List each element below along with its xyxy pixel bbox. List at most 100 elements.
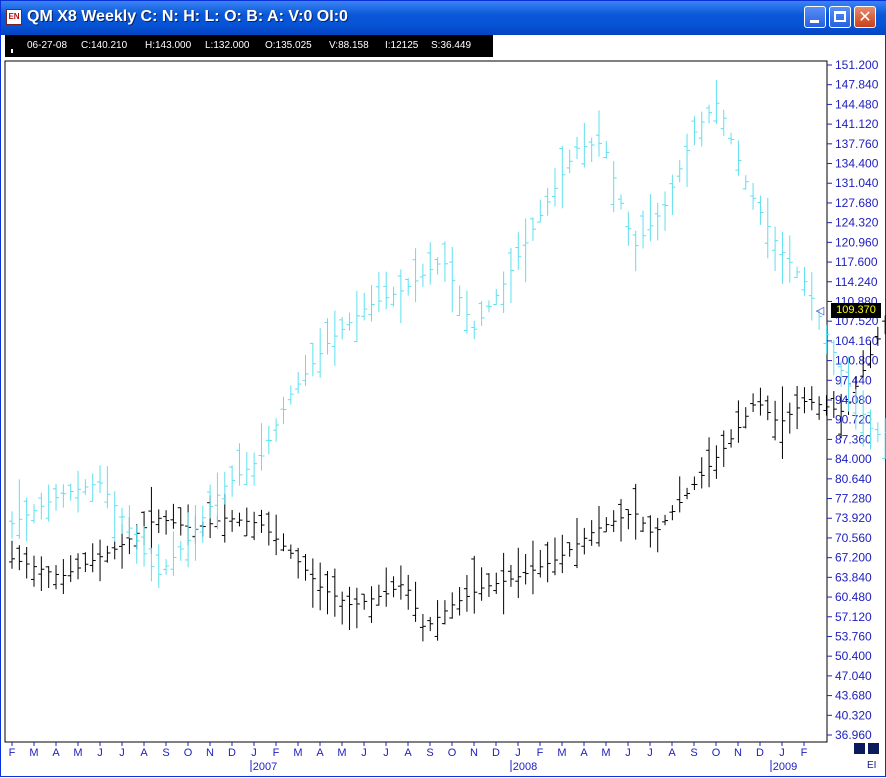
- maximize-button[interactable]: [829, 6, 851, 28]
- x-tick-label: M: [29, 747, 38, 759]
- y-tick-label: 131.040: [835, 176, 879, 190]
- x-tick-label: N: [734, 747, 742, 759]
- data-bar-interest: I:12125: [385, 40, 419, 51]
- price-readout: 109.370: [831, 303, 881, 318]
- x-tick-label: M: [293, 747, 302, 759]
- y-tick-label: 90.720: [835, 413, 872, 427]
- y-tick-label: 40.320: [835, 708, 872, 722]
- x-tick-label: N: [206, 747, 214, 759]
- x-year-label: 2009: [773, 761, 797, 773]
- y-tick-label: 73.920: [835, 511, 872, 525]
- y-tick-label: 97.440: [835, 373, 872, 387]
- x-tick-label: F: [537, 747, 544, 759]
- minimize-button[interactable]: [804, 6, 826, 28]
- x-tick-label: J: [647, 747, 653, 759]
- x-tick-label: A: [52, 747, 60, 759]
- x-tick-label: J: [97, 747, 103, 759]
- panel-toggle-icon-right[interactable]: [868, 743, 879, 754]
- close-icon: ✕: [858, 7, 872, 26]
- x-tick-label: J: [119, 747, 125, 759]
- app-icon[interactable]: EN: [6, 9, 22, 25]
- y-tick-label: 100.800: [835, 354, 879, 368]
- x-year-label: 2008: [513, 761, 537, 773]
- y-tick-label: 117.600: [835, 255, 878, 269]
- panel-toggle-icon-left[interactable]: [854, 743, 865, 754]
- x-tick-label: S: [162, 747, 169, 759]
- x-tick-label: F: [9, 747, 16, 759]
- x-tick-label: J: [361, 747, 367, 759]
- y-tick-label: 127.680: [835, 196, 879, 210]
- data-bar-volume: V:88.158: [329, 40, 369, 51]
- y-tick-label: 141.120: [835, 117, 879, 131]
- maximize-icon: [834, 11, 846, 22]
- y-tick-label: 36.960: [835, 728, 872, 742]
- x-tick-label: O: [448, 747, 457, 759]
- x-tick-label: J: [251, 747, 257, 759]
- data-bar-date: 06-27-08: [27, 40, 68, 51]
- data-bar: 06-27-08 C:140.210 H:143.000 L:132.000 O…: [5, 35, 493, 57]
- y-tick-label: 137.760: [835, 137, 879, 151]
- y-tick-label: 114.240: [835, 275, 878, 289]
- x-tick-label: A: [668, 747, 676, 759]
- y-tick-label: 57.120: [835, 610, 872, 624]
- x-tick-label: D: [228, 747, 236, 759]
- y-tick-label: 47.040: [835, 669, 872, 683]
- x-tick-label: F: [801, 747, 808, 759]
- x-tick-label: J: [515, 747, 521, 759]
- x-tick-label: J: [625, 747, 631, 759]
- data-bar-s-value: S:36.449: [431, 40, 472, 51]
- close-button[interactable]: ✕: [854, 6, 876, 28]
- y-tick-label: 50.400: [835, 649, 872, 663]
- y-tick-label: 77.280: [835, 492, 872, 506]
- y-tick-label: 151.200: [835, 58, 879, 72]
- window-title: QM X8 Weekly C: N: H: L: O: B: A: V:0 OI…: [27, 8, 348, 25]
- x-tick-label: S: [690, 747, 697, 759]
- x-tick-label: O: [184, 747, 193, 759]
- y-tick-label: 144.480: [835, 97, 879, 111]
- y-tick-label: 53.760: [835, 629, 872, 643]
- x-tick-label: A: [140, 747, 148, 759]
- x-tick-label: J: [779, 747, 785, 759]
- y-tick-label: 80.640: [835, 472, 872, 486]
- x-tick-label: M: [557, 747, 566, 759]
- y-tick-label: 67.200: [835, 551, 872, 565]
- x-tick-label: A: [580, 747, 588, 759]
- y-tick-label: 70.560: [835, 531, 872, 545]
- y-tick-label: 104.160: [835, 334, 879, 348]
- x-tick-label: M: [601, 747, 610, 759]
- y-tick-label: 60.480: [835, 590, 872, 604]
- minimize-icon: [810, 20, 819, 23]
- y-tick-label: 63.840: [835, 570, 872, 584]
- y-tick-label: 134.400: [835, 157, 879, 171]
- x-tick-label: S: [426, 747, 433, 759]
- data-bar-close: C:140.210: [81, 40, 128, 51]
- y-tick-label: 120.960: [835, 235, 879, 249]
- x-tick-label: M: [337, 747, 346, 759]
- price-chart[interactable]: 151.200 147.840 144.480 141.120 137.760 134.4…: [1, 57, 886, 778]
- price-pointer-icon: ◁: [815, 304, 825, 317]
- y-tick-label: 147.840: [835, 78, 879, 92]
- x-tick-label: A: [316, 747, 324, 759]
- corner-label: EI: [867, 760, 877, 771]
- data-bar-low: L:132.000: [205, 40, 250, 51]
- x-tick-label: A: [404, 747, 412, 759]
- data-bar-marker: [11, 49, 13, 53]
- app-icon-label: EN: [8, 12, 20, 21]
- y-tick-label: 43.680: [835, 689, 872, 703]
- x-tick-label: M: [73, 747, 82, 759]
- plot-frame: [4, 60, 828, 743]
- title-bar[interactable]: EN QM X8 Weekly C: N: H: L: O: B: A: V:0…: [1, 1, 886, 35]
- y-tick-label: 124.320: [835, 216, 879, 230]
- x-tick-label: O: [712, 747, 721, 759]
- y-tick-label: 84.000: [835, 452, 872, 466]
- x-tick-label: J: [383, 747, 389, 759]
- x-tick-label: N: [470, 747, 478, 759]
- x-tick-label: F: [273, 747, 280, 759]
- y-tick-label: 94.080: [835, 393, 872, 407]
- data-bar-open: O:135.025: [265, 40, 312, 51]
- data-bar-high: H:143.000: [145, 40, 192, 51]
- x-tick-label: D: [492, 747, 500, 759]
- x-year-label: 2007: [253, 761, 277, 773]
- x-tick-label: D: [756, 747, 764, 759]
